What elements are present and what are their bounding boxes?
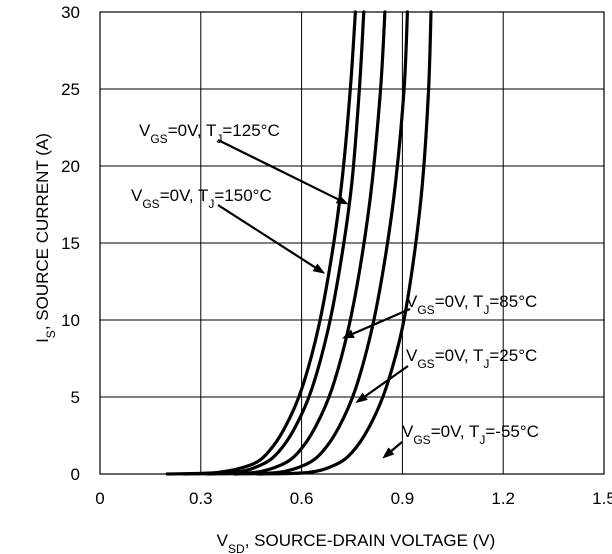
y-axis-title: IS, SOURCE CURRENT (A) — [33, 133, 58, 343]
annotation-arrow-line — [352, 307, 411, 335]
annotation-arrow-line — [217, 204, 316, 269]
y-tick-label: 5 — [71, 388, 80, 407]
y-tick-label: 10 — [61, 311, 80, 330]
series-line-2 — [205, 10, 387, 476]
series-line-1 — [182, 10, 366, 476]
annotation-label: VGS=0V, TJ=150°C — [131, 186, 272, 211]
x-tick-label: 0 — [95, 489, 104, 508]
x-tick-label: 1.2 — [491, 489, 515, 508]
series-line-3 — [232, 10, 409, 476]
annotation-arrow-line — [364, 365, 409, 398]
y-tick-label: 20 — [61, 157, 80, 176]
annotation-2: VGS=0V, TJ=85°C — [341, 292, 537, 339]
x-tick-label: 0.9 — [391, 489, 415, 508]
annotation-arrow-head — [312, 263, 326, 274]
annotation-arrow-line — [390, 441, 403, 452]
x-tick-label: 0.3 — [189, 489, 213, 508]
plot-frame — [99, 11, 605, 475]
x-tick-labels: 0 0.3 0.6 0.9 1.2 1.5 — [95, 489, 612, 508]
annotation-4: VGS=0V, TJ=-55°C — [382, 422, 539, 459]
y-tick-label: 15 — [61, 234, 80, 253]
annotation-arrow-head — [355, 392, 368, 404]
annotation-arrow-line — [217, 139, 339, 201]
series-line-0 — [165, 10, 357, 476]
annotation-arrow-head — [341, 329, 355, 339]
y-tick-labels: 0 5 10 15 20 25 30 — [61, 3, 80, 484]
x-tick-label: 0.6 — [290, 489, 314, 508]
x-axis-title: VSD, SOURCE-DRAIN VOLTAGE (V) — [217, 531, 496, 554]
y-tick-label: 0 — [71, 465, 80, 484]
annotations: VGS=0V, TJ=125°C VGS=0V, TJ=150°C VGS=0V, … — [131, 121, 539, 459]
annotation-label: VGS=0V, TJ=25°C — [406, 346, 537, 371]
y-tick-label: 25 — [61, 80, 80, 99]
annotation-label: VGS=0V, TJ=-55°C — [402, 422, 539, 447]
x-tick-label: 1.5 — [592, 489, 612, 508]
annotation-label: VGS=0V, TJ=125°C — [139, 121, 280, 146]
y-tick-label: 30 — [61, 3, 80, 22]
annotation-0: VGS=0V, TJ=125°C — [139, 121, 349, 205]
annotation-3: VGS=0V, TJ=25°C — [355, 346, 537, 404]
annotation-label: VGS=0V, TJ=85°C — [406, 292, 537, 317]
annotation-arrow-head — [335, 195, 349, 205]
annotation-1: VGS=0V, TJ=150°C — [131, 186, 326, 274]
annotation-arrow-head — [382, 447, 395, 459]
